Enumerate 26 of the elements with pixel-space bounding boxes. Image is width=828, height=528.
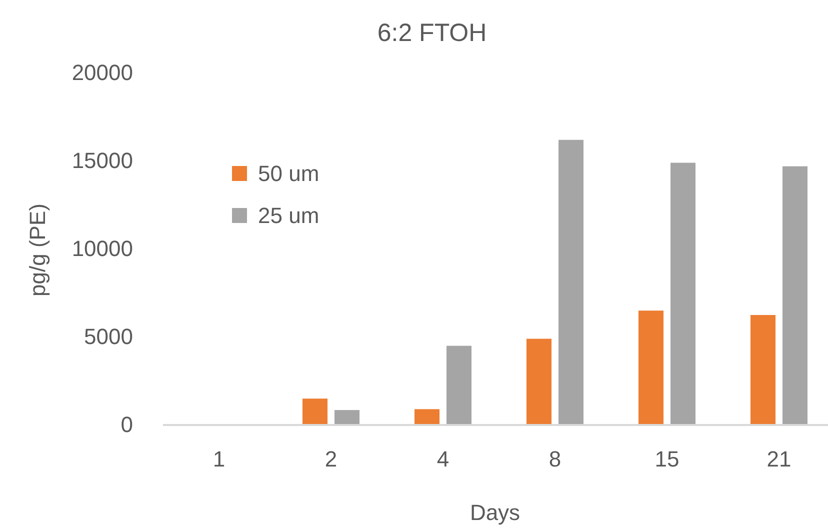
x-tick-label: 15 <box>654 446 680 472</box>
x-axis-title: Days <box>470 500 520 525</box>
x-tick-label: 1 <box>212 446 226 472</box>
bar <box>750 315 776 425</box>
y-tick-label: 15000 <box>72 148 133 174</box>
bar <box>302 398 328 425</box>
y-tick-label: 10000 <box>72 236 133 262</box>
bar <box>446 346 472 425</box>
x-tick-label: 4 <box>436 446 450 472</box>
bar <box>526 338 552 425</box>
x-tick-label: 2 <box>324 446 338 472</box>
y-tick-label: 20000 <box>72 60 133 86</box>
x-tick-label: 21 <box>766 446 792 472</box>
bar <box>414 409 440 425</box>
x-tick-label: 8 <box>548 446 562 472</box>
bar <box>670 162 696 425</box>
y-tick-label: 0 <box>120 412 133 438</box>
bar <box>558 140 584 425</box>
chart-title: 6:2 FTOH <box>377 19 487 47</box>
legend-label: 50 um <box>258 161 320 186</box>
legend-label: 25 um <box>258 203 320 228</box>
y-axis-title: pg/g (PE) <box>25 204 50 296</box>
y-tick-label: 5000 <box>84 324 133 350</box>
bar <box>334 410 360 425</box>
bar <box>782 166 808 425</box>
bar <box>638 310 664 425</box>
